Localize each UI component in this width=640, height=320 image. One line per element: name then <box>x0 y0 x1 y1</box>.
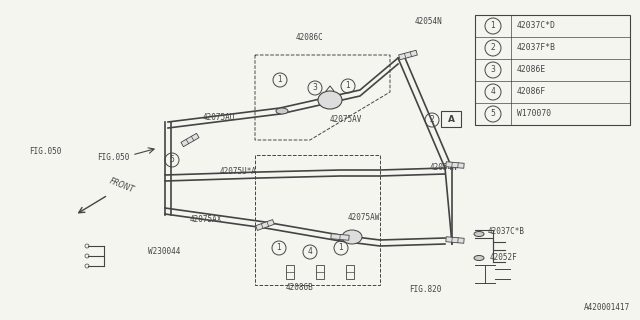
Ellipse shape <box>318 91 342 109</box>
Text: 42086B: 42086B <box>286 284 314 292</box>
Text: 42075AW: 42075AW <box>348 213 380 222</box>
Text: 42086E: 42086E <box>517 66 547 75</box>
Text: A420001417: A420001417 <box>584 303 630 312</box>
Ellipse shape <box>342 230 362 244</box>
Text: 4: 4 <box>308 247 312 257</box>
Text: 42086F: 42086F <box>517 87 547 97</box>
Text: 1: 1 <box>491 21 495 30</box>
Text: 42075U*A: 42075U*A <box>220 167 257 177</box>
Text: 1: 1 <box>339 244 344 252</box>
Text: W170070: W170070 <box>517 109 551 118</box>
Ellipse shape <box>276 108 288 114</box>
Bar <box>316 265 324 279</box>
Ellipse shape <box>474 255 484 260</box>
Text: 5: 5 <box>491 109 495 118</box>
Text: 42037C*B: 42037C*B <box>488 228 525 236</box>
Text: 1: 1 <box>346 82 350 91</box>
Text: 1: 1 <box>276 244 282 252</box>
Text: FRONT: FRONT <box>108 177 136 195</box>
Text: 2: 2 <box>429 116 435 124</box>
Polygon shape <box>331 234 349 240</box>
Text: 42054N: 42054N <box>415 18 443 27</box>
Text: 42075AX: 42075AX <box>189 215 222 225</box>
Text: 1: 1 <box>278 76 282 84</box>
Text: FIG.050: FIG.050 <box>98 153 130 162</box>
Polygon shape <box>181 133 199 147</box>
Text: 42054N: 42054N <box>430 164 458 172</box>
Polygon shape <box>256 220 275 230</box>
Text: 3: 3 <box>491 66 495 75</box>
Polygon shape <box>446 237 464 243</box>
Text: FIG.050: FIG.050 <box>29 148 62 156</box>
Text: 5: 5 <box>170 156 175 164</box>
Bar <box>475 15 630 125</box>
Text: 42037F*B: 42037F*B <box>517 44 556 52</box>
Polygon shape <box>399 50 417 60</box>
Text: 42037C*D: 42037C*D <box>517 21 556 30</box>
Bar <box>286 265 294 279</box>
Text: 42075AV: 42075AV <box>330 116 362 124</box>
Text: FIG.820: FIG.820 <box>409 285 441 294</box>
Text: A: A <box>447 115 454 124</box>
Text: 3: 3 <box>312 84 317 92</box>
Polygon shape <box>446 162 464 168</box>
Text: 42086C: 42086C <box>296 34 324 43</box>
Text: W230044: W230044 <box>148 247 180 257</box>
Bar <box>346 265 354 279</box>
Text: 42075AU: 42075AU <box>203 114 235 123</box>
Ellipse shape <box>474 231 484 236</box>
Text: 42052F: 42052F <box>490 253 518 262</box>
Text: 2: 2 <box>491 44 495 52</box>
Text: 4: 4 <box>491 87 495 97</box>
